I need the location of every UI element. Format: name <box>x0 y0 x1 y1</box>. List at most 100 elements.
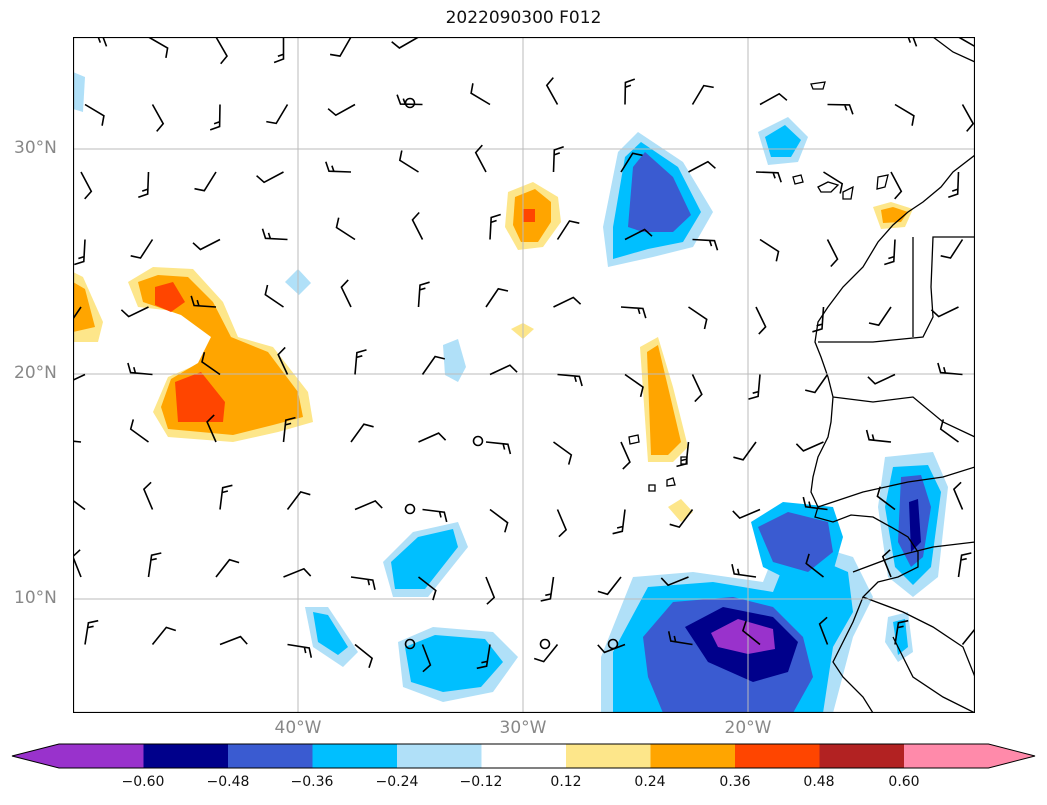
wind-barb <box>624 373 644 397</box>
wind-barb <box>692 238 719 251</box>
wind-barb <box>961 104 975 132</box>
wind-barb <box>731 564 757 578</box>
wind-barb <box>192 238 221 251</box>
shaded-field <box>73 72 948 713</box>
wind-barb <box>552 146 564 173</box>
wind-barb <box>884 239 896 266</box>
wind-barb <box>190 295 217 308</box>
wind-barb <box>624 228 653 241</box>
colorbar-segment <box>59 744 144 768</box>
wind-barb <box>485 576 496 605</box>
colorbar-tick: 0.60 <box>888 774 920 790</box>
wind-barb <box>867 373 896 385</box>
wind-barb <box>868 306 892 327</box>
wind-barb <box>286 490 311 510</box>
wind-barb <box>755 171 782 183</box>
wind-barb <box>418 576 437 601</box>
wind-barb <box>391 37 419 49</box>
wind-barb <box>939 419 959 443</box>
wind-barb <box>485 441 512 455</box>
wind-barb <box>282 416 296 443</box>
wind-barb <box>194 171 217 192</box>
wind-barb <box>823 171 844 194</box>
wind-barb <box>340 279 352 308</box>
map-panel <box>73 37 975 713</box>
wind-barb <box>553 296 582 308</box>
lat-label-30n: 30°N <box>14 138 57 158</box>
wind-barb <box>691 84 714 105</box>
wind-barb <box>476 644 491 670</box>
wind-barb <box>930 306 959 318</box>
lon-label-20w: 20°W <box>724 718 772 738</box>
wind-barb <box>398 150 419 173</box>
colorbar-segment <box>566 744 651 768</box>
wind-barb <box>894 619 909 645</box>
coastlines <box>628 37 975 713</box>
wind-barb <box>948 171 960 198</box>
wind-barb <box>865 429 892 443</box>
wind-barb <box>733 441 757 461</box>
calm-wind-marker <box>404 97 416 109</box>
wind-barb <box>759 238 780 262</box>
wind-barb <box>556 220 580 240</box>
colorbar-tick: 0.24 <box>634 774 666 790</box>
colorbar <box>11 743 1036 769</box>
colorbar-tick: −0.60 <box>121 774 165 790</box>
wind-barb <box>759 92 788 106</box>
wind-barb <box>894 103 915 126</box>
wind-barb <box>489 213 501 240</box>
wind-barb <box>881 549 892 578</box>
wind-barb <box>277 346 289 375</box>
wind-barb <box>545 77 559 105</box>
wind-barb <box>748 374 761 400</box>
wind-barb <box>147 552 162 578</box>
wind-barb <box>219 484 233 510</box>
lat-label-10n: 10°N <box>14 588 57 608</box>
wind-barb <box>688 306 708 330</box>
wind-barb <box>73 373 86 381</box>
wind-barb <box>151 626 177 646</box>
wind-barb <box>533 643 559 663</box>
colorbar-segment <box>228 744 313 768</box>
wind-barb <box>961 627 975 646</box>
wind-barb <box>489 364 518 376</box>
wind-barb <box>474 144 487 173</box>
wind-barb <box>755 306 767 335</box>
wind-barb <box>485 287 509 308</box>
lon-label-30w: 30°W <box>499 718 547 738</box>
wind-barb <box>553 441 573 465</box>
wind-barb <box>354 643 374 669</box>
wind-barb <box>266 104 289 125</box>
wind-barb <box>142 481 154 510</box>
wind-barb <box>624 78 636 105</box>
wind-barb <box>411 211 424 240</box>
colorbar-tick: 0.48 <box>803 774 835 790</box>
wind-barb <box>209 104 221 131</box>
wind-barb <box>350 423 374 443</box>
wind-barb <box>805 374 829 394</box>
wind-barb <box>952 481 964 510</box>
colorbar-segment <box>904 744 989 768</box>
wind-barb <box>620 306 647 319</box>
wind-barb <box>660 576 689 587</box>
wind-barb <box>669 509 694 529</box>
wind-barb <box>620 441 631 470</box>
calm-wind-marker <box>404 503 416 515</box>
wind-barb <box>127 362 153 376</box>
wind-barb <box>958 37 975 48</box>
wind-barb <box>802 496 828 511</box>
wind-barb <box>73 499 86 511</box>
colorbar-extend-min <box>12 744 59 768</box>
wind-barb <box>138 171 150 198</box>
wind-barb <box>73 549 82 578</box>
wind-barb <box>667 631 693 646</box>
wind-barb <box>148 37 169 59</box>
wind-barb <box>688 160 716 173</box>
wind-barb <box>417 281 430 308</box>
wind-barb <box>421 355 445 375</box>
wind-barb <box>84 103 105 126</box>
wind-barbs <box>73 37 975 673</box>
lon-label-40w: 40°W <box>274 718 322 738</box>
wind-barb <box>273 37 285 64</box>
wind-barb <box>620 152 643 173</box>
